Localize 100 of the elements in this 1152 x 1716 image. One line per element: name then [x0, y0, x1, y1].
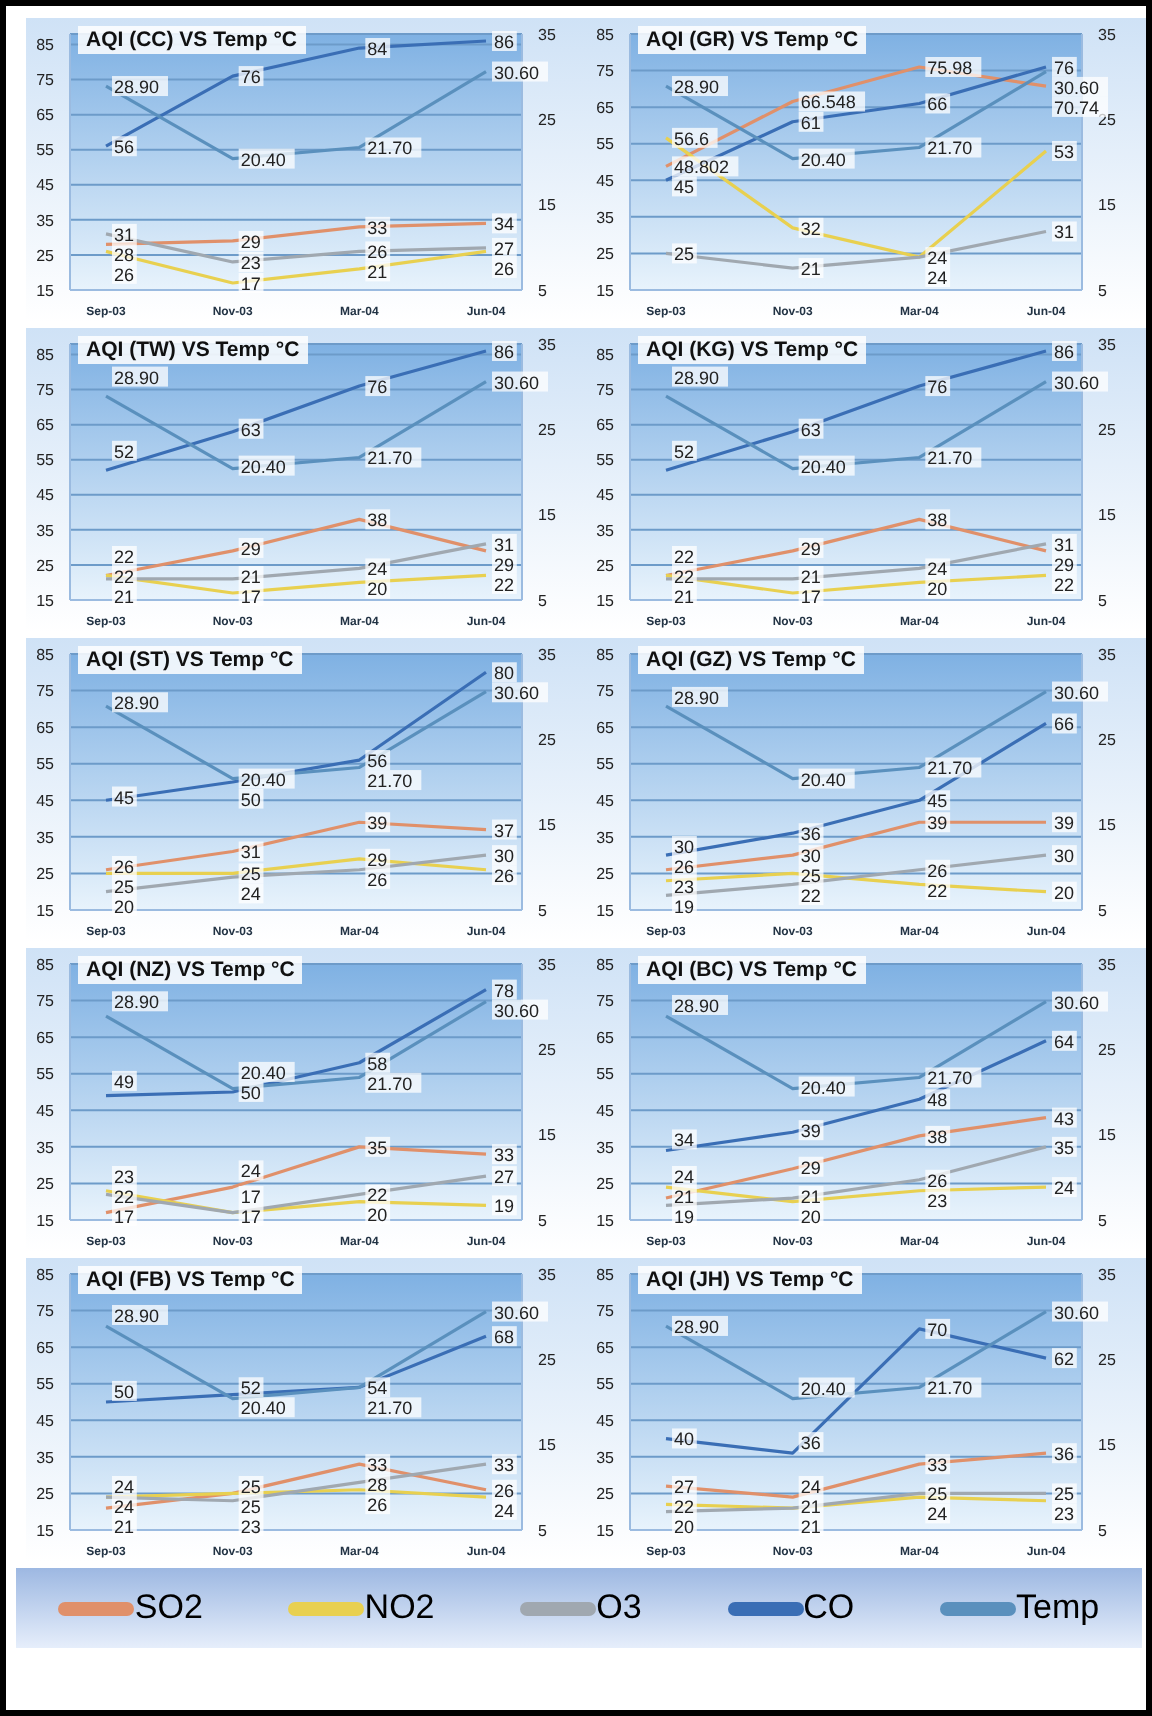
data-label: 25: [114, 877, 135, 897]
data-label: 49: [114, 1071, 135, 1092]
y-tick-label: 65: [36, 106, 56, 125]
chart-title: AQI (TW) VS Temp °C: [78, 336, 308, 364]
y2-tick-label: 25: [538, 731, 557, 750]
data-label: 26: [367, 869, 388, 890]
line-series: [104, 1334, 488, 1404]
data-label: 63: [240, 419, 261, 440]
data-label: 23: [927, 1190, 948, 1211]
y2-tick-label: 5: [1098, 901, 1108, 920]
data-label: 21: [674, 587, 695, 607]
y2-tick-label: 35: [1098, 1265, 1117, 1284]
data-label: 39: [927, 813, 948, 834]
data-label: 38: [927, 1126, 948, 1147]
y-tick-label: 35: [36, 828, 56, 847]
data-label: 20.40: [800, 769, 846, 790]
y-tick-label: 35: [36, 211, 56, 230]
data-label: 22: [674, 567, 695, 587]
data-label: 50: [240, 789, 261, 810]
y2-tick-label: 35: [538, 1265, 557, 1284]
y-tick-label: 75: [596, 682, 616, 701]
data-label: 22: [674, 547, 695, 567]
y-tick-label: 15: [36, 1521, 56, 1540]
y2-tick-label: 5: [1098, 591, 1108, 610]
data-label: 21.70: [367, 138, 413, 159]
y2-tick-label: 25: [1098, 421, 1117, 440]
data-label: 20: [367, 579, 388, 600]
data-label: 24: [927, 248, 948, 269]
y2-tick-label: 5: [538, 591, 548, 610]
data-label: 31: [1054, 222, 1075, 243]
data-label: 21: [114, 587, 135, 607]
data-label: 30: [494, 846, 515, 867]
data-label: 21: [800, 259, 821, 280]
data-label: 24: [494, 1500, 515, 1521]
data-label: 25: [927, 1484, 948, 1505]
data-label: 36: [800, 1433, 821, 1454]
data-label: 17: [240, 587, 261, 607]
data-label: 30.60: [1054, 682, 1100, 703]
data-label: 30.60: [494, 1000, 540, 1021]
y2-tick-label: 5: [538, 1211, 548, 1230]
data-label: 50: [240, 1082, 261, 1103]
data-label: 37: [494, 820, 515, 841]
data-label: 70: [927, 1319, 948, 1340]
data-label: 21: [114, 1517, 135, 1537]
data-label: 30.60: [494, 372, 540, 393]
data-label: 27: [494, 1167, 515, 1188]
data-label: 21: [240, 567, 261, 587]
y-tick-label: 55: [36, 755, 56, 774]
data-label: 20.40: [240, 1398, 286, 1419]
y-tick-label: 35: [596, 828, 616, 847]
data-label: 76: [367, 377, 388, 398]
data-label: 21.70: [927, 448, 973, 469]
y-tick-label: 45: [596, 1411, 616, 1430]
data-label: 31: [1054, 534, 1075, 555]
data-label: 28.90: [674, 1316, 720, 1337]
data-label: 30: [674, 837, 695, 857]
data-label: 19: [494, 1196, 515, 1217]
y-tick-label: 45: [36, 486, 56, 505]
data-label: 30.60: [494, 683, 540, 704]
y-tick-label: 65: [596, 416, 616, 435]
line-series: [664, 1309, 1048, 1401]
chart-title: AQI (CC) VS Temp °C: [78, 26, 306, 54]
y2-tick-label: 25: [1098, 111, 1117, 130]
y-tick-label: 15: [36, 591, 56, 610]
y2-tick-label: 5: [538, 281, 548, 300]
data-label: 26: [494, 1480, 515, 1501]
y-tick-label: 25: [36, 556, 56, 575]
y2-tick-label: 15: [1098, 816, 1117, 835]
data-label: 29: [240, 231, 261, 252]
data-label: 30.60: [1054, 1302, 1100, 1323]
data-label: 26: [927, 860, 948, 881]
data-label: 68: [494, 1327, 515, 1348]
data-label: 61: [800, 112, 821, 133]
y-tick-label: 35: [36, 521, 56, 540]
y-tick-label: 85: [596, 346, 616, 365]
data-label: 28.90: [114, 77, 160, 98]
y-tick-label: 75: [36, 1302, 56, 1321]
y2-tick-label: 35: [1098, 645, 1117, 664]
data-label: 84: [367, 39, 388, 60]
chart-title: AQI (KG) VS Temp °C: [638, 336, 867, 364]
data-label: 31: [114, 224, 135, 245]
data-label: 43: [1054, 1108, 1075, 1129]
y-tick-label: 45: [596, 171, 616, 190]
y2-tick-label: 25: [1098, 1041, 1117, 1060]
y-tick-label: 75: [36, 992, 56, 1011]
data-label: 28.90: [114, 992, 160, 1013]
data-label: 20.40: [240, 1062, 286, 1083]
data-label: 20: [800, 1207, 821, 1227]
y-tick-label: 65: [596, 98, 616, 117]
y2-tick-label: 15: [538, 1436, 557, 1455]
chart-title: AQI (ST) VS Temp °C: [78, 646, 302, 674]
y-tick-label: 55: [596, 451, 616, 470]
data-label: 33: [367, 217, 388, 238]
y2-tick-label: 35: [538, 25, 557, 44]
data-label: 23: [240, 1517, 261, 1537]
y-tick-label: 15: [596, 281, 616, 300]
y-tick-label: 75: [36, 381, 56, 400]
y-tick-label: 55: [596, 135, 616, 154]
data-label: 20: [114, 897, 135, 917]
y2-tick-label: 15: [538, 816, 557, 835]
